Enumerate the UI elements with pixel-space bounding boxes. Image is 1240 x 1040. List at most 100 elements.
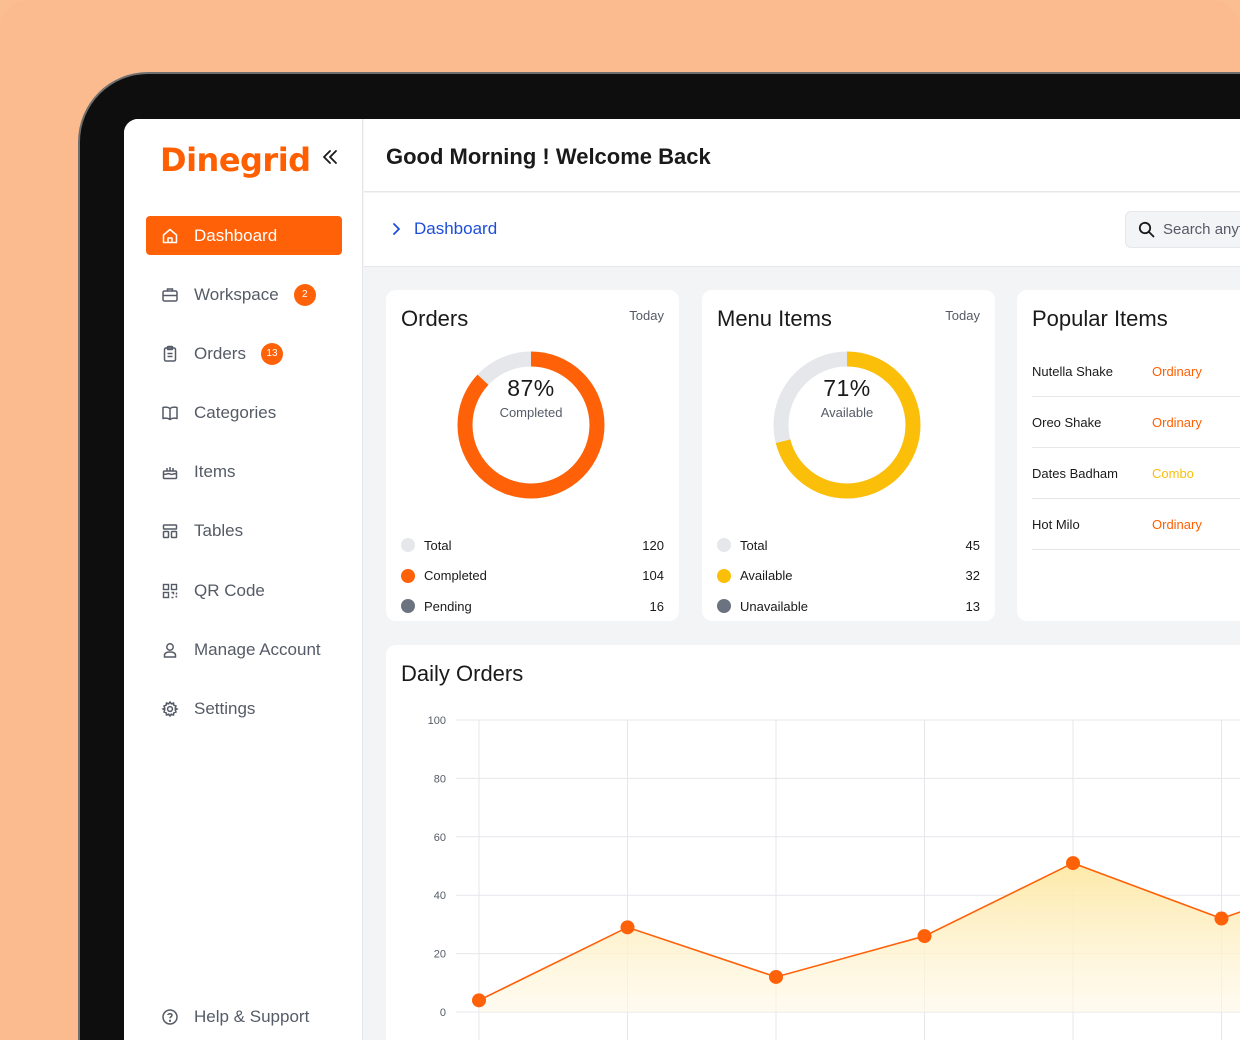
sidebar-item-qr-code[interactable]: QR Code (146, 571, 342, 610)
item-type-tag: Ordinary (1152, 363, 1202, 379)
legend-dot (401, 538, 415, 553)
sidebar-item-label: Dashboard (194, 225, 278, 245)
daily-orders-card: Daily Orders 0 20 40 60 80 100 (386, 645, 1240, 1040)
menu-items-legend: Total 45 Available 32 Unavailable 13 (717, 530, 980, 622)
book-icon (160, 403, 180, 423)
legend-dot (401, 568, 415, 583)
y-tick-label: 20 (434, 949, 446, 961)
table-icon (160, 521, 180, 541)
breadcrumb-current: Dashboard (414, 219, 498, 238)
legend-value: 45 (965, 537, 980, 553)
legend-label: Total (740, 537, 768, 553)
legend-row-available: Available 32 (717, 561, 980, 592)
sidebar-item-label: Categories (194, 403, 277, 423)
orders-card-title: Orders (401, 306, 469, 331)
legend-row-unavailable: Unavailable 13 (717, 591, 980, 622)
sidebar-item-label: Tables (194, 521, 244, 541)
orders-percent-caption: Completed (499, 405, 563, 420)
chart-title: Daily Orders (401, 661, 524, 686)
legend-dot (717, 568, 731, 583)
list-item[interactable]: Dates Badham Combo (1032, 448, 1240, 499)
legend-value: 104 (642, 568, 664, 584)
orders-card: Orders Today 87% Completed Total 120 Com… (386, 290, 679, 621)
menu-items-donut-label: 71% Available (772, 350, 922, 500)
workspace-count-badge: 2 (293, 283, 316, 306)
data-point[interactable] (769, 969, 783, 984)
menu-items-percent: 71% (823, 375, 871, 401)
legend-label: Completed (424, 568, 487, 584)
sidebar-item-items[interactable]: Items (146, 453, 342, 492)
search-icon (1138, 221, 1155, 238)
popular-items-card: Popular Items Nutella Shake Ordinary Ore… (1017, 290, 1240, 621)
item-name: Nutella Shake (1032, 363, 1113, 379)
legend-label: Pending (424, 598, 472, 614)
breadcrumb-bar: Dashboard (364, 193, 1240, 267)
menu-items-card-title: Menu Items (717, 306, 832, 331)
home-icon (160, 226, 180, 246)
y-tick-label: 100 (428, 715, 446, 727)
list-item[interactable]: Nutella Shake Ordinary (1032, 346, 1240, 397)
qr-code-icon (160, 581, 180, 601)
legend-dot (401, 599, 415, 614)
item-type-tag: Combo (1152, 465, 1194, 481)
orders-percent: 87% (507, 375, 555, 401)
legend-label: Total (424, 537, 452, 553)
legend-label: Available (740, 568, 793, 584)
legend-dot (717, 538, 731, 553)
help-circle-icon (160, 1007, 180, 1027)
app-screen: Dinegrid Dashboard Workspace 2 (124, 119, 1240, 1040)
legend-row-pending: Pending 16 (401, 591, 664, 622)
legend-dot (717, 599, 731, 614)
list-item[interactable]: Hot Milo Ordinary (1032, 499, 1240, 550)
sidebar-item-workspace[interactable]: Workspace 2 (146, 275, 342, 314)
search-input[interactable] (1163, 221, 1240, 238)
legend-value: 16 (649, 598, 664, 614)
y-tick-label: 80 (434, 773, 446, 785)
gear-icon (160, 699, 180, 719)
top-header: Good Morning ! Welcome Back (364, 119, 1240, 192)
chevron-right-icon (393, 223, 400, 235)
sidebar-item-manage-account[interactable]: Manage Account (146, 630, 342, 669)
sidebar-item-categories[interactable]: Categories (146, 394, 342, 433)
orders-donut-label: 87% Completed (456, 350, 606, 500)
search-box[interactable] (1125, 211, 1240, 248)
y-tick-label: 40 (434, 890, 446, 902)
sidebar-item-label: Manage Account (194, 639, 321, 659)
list-item[interactable]: Oreo Shake Ordinary (1032, 397, 1240, 448)
data-point[interactable] (1214, 911, 1229, 926)
menu-items-percent-caption: Available (820, 405, 874, 420)
help-support-label: Help & Support (194, 1007, 310, 1026)
cake-icon (160, 462, 180, 482)
orders-count-badge: 13 (260, 342, 283, 365)
collapse-sidebar-button[interactable] (318, 145, 342, 169)
app-logo: Dinegrid (160, 141, 311, 179)
clipboard-icon (160, 344, 180, 364)
y-tick-label: 60 (434, 832, 446, 844)
orders-legend: Total 120 Completed 104 Pending 16 (401, 530, 664, 622)
sidebar-item-dashboard[interactable]: Dashboard (146, 216, 342, 255)
breadcrumb[interactable]: Dashboard (388, 219, 497, 239)
legend-value: 13 (965, 598, 980, 614)
data-point[interactable] (1066, 856, 1080, 871)
sidebar-item-tables[interactable]: Tables (146, 512, 342, 551)
briefcase-icon (160, 285, 180, 305)
item-name: Dates Badham (1032, 465, 1118, 481)
item-name: Oreo Shake (1032, 414, 1102, 430)
sidebar-item-label: Orders (194, 343, 246, 363)
data-point[interactable] (917, 929, 932, 944)
orders-donut-progress (457, 351, 605, 499)
sidebar-item-label: Settings (194, 699, 256, 718)
item-type-tag: Ordinary (1152, 414, 1202, 430)
sidebar: Dinegrid Dashboard Workspace 2 (124, 119, 363, 1040)
orders-period: Today (629, 308, 664, 323)
legend-value: 120 (642, 537, 664, 553)
menu-items-period: Today (945, 308, 980, 323)
sidebar-item-settings[interactable]: Settings (146, 690, 342, 729)
data-point[interactable] (620, 920, 635, 935)
sidebar-item-orders[interactable]: Orders 13 (146, 334, 342, 373)
legend-row-total: Total 45 (717, 530, 980, 561)
data-point[interactable] (472, 993, 486, 1008)
help-support-link[interactable]: Help & Support (160, 1007, 309, 1027)
user-icon (160, 640, 180, 660)
sidebar-item-label: Items (194, 462, 236, 482)
